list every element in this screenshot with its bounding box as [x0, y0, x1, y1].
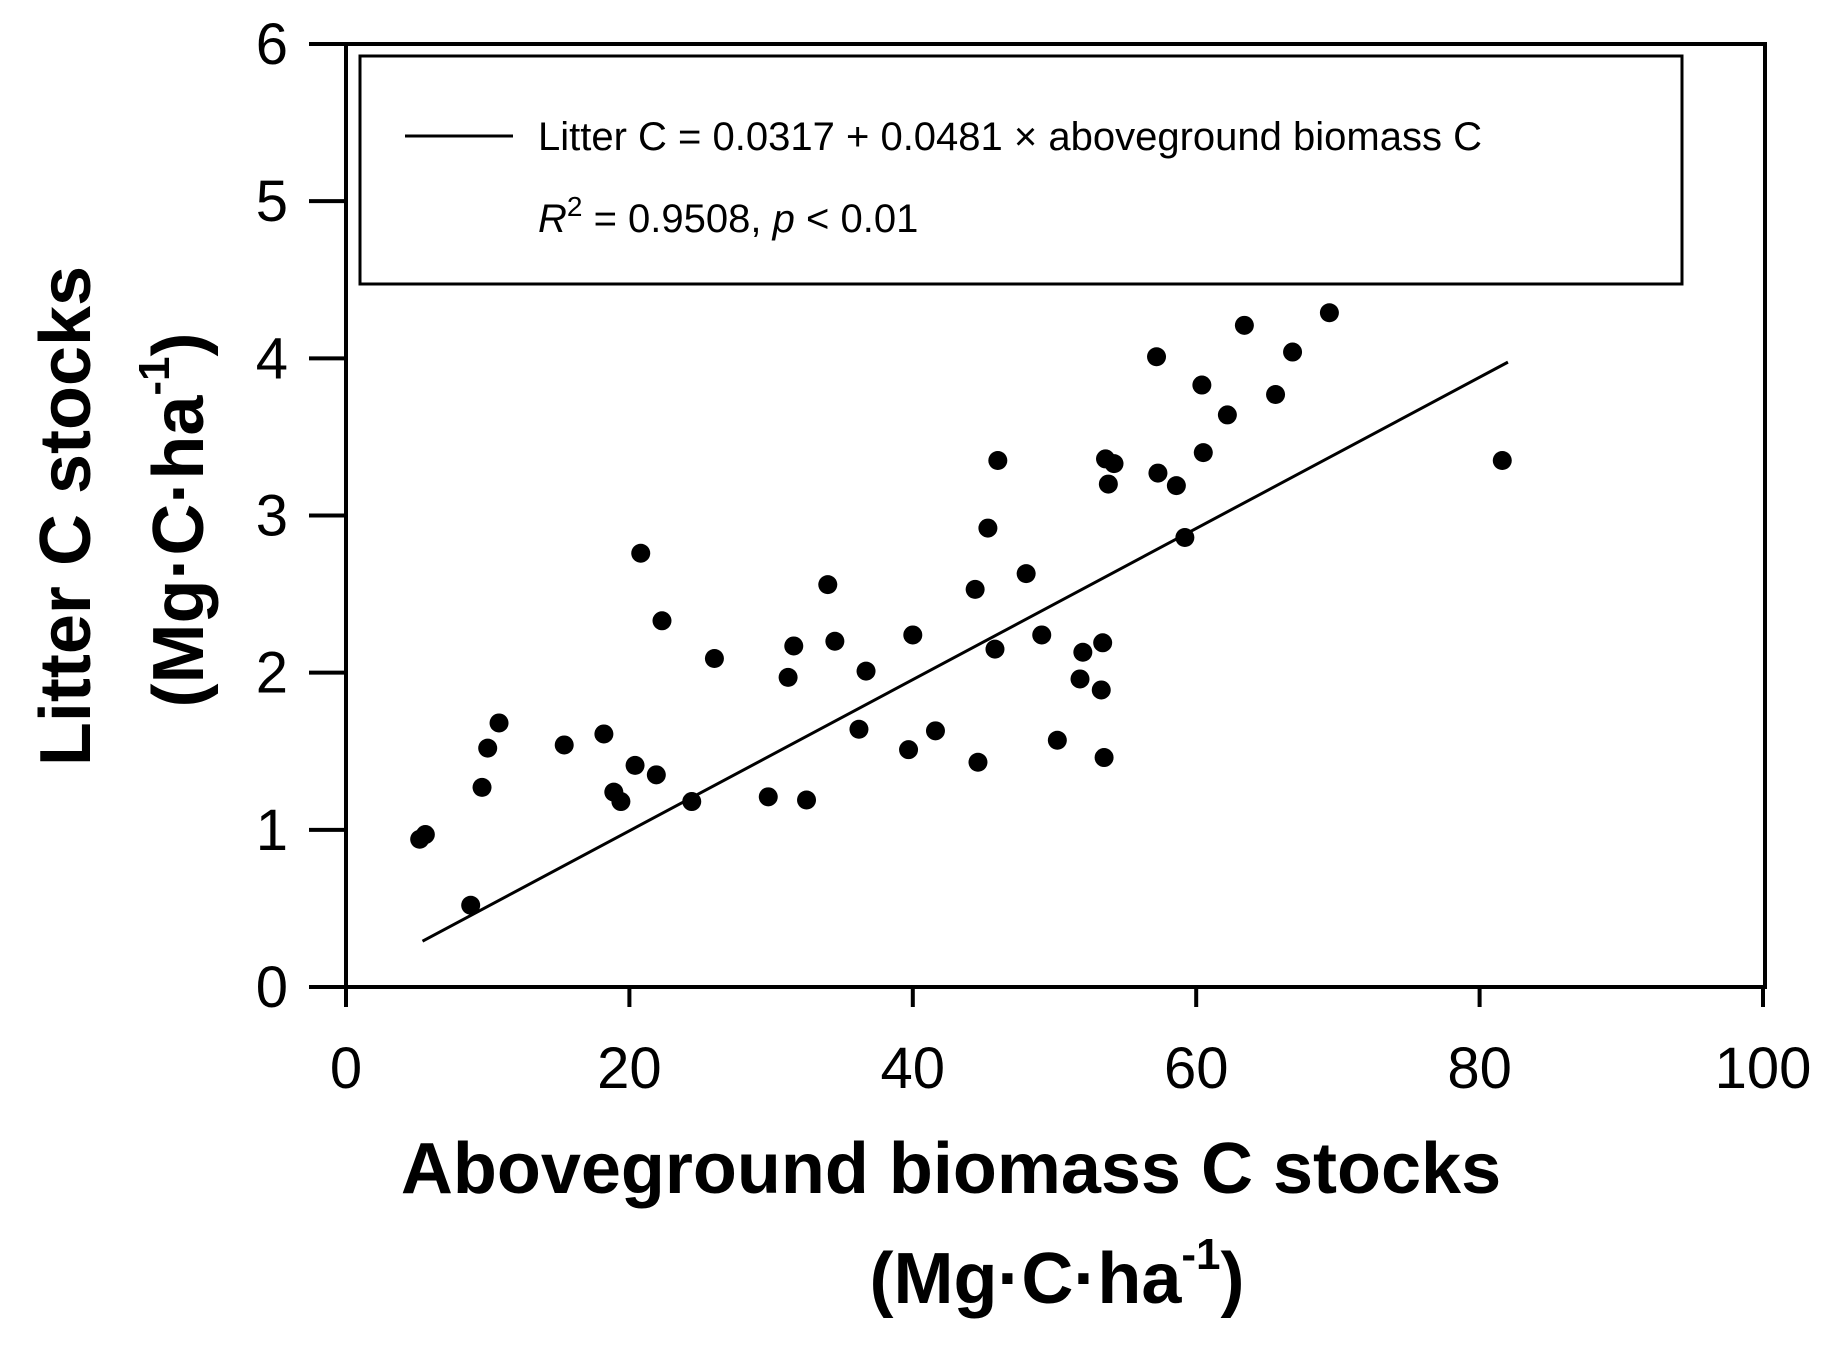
- y-tick-label: 6: [256, 12, 288, 77]
- data-point: [968, 752, 988, 772]
- data-point: [1192, 375, 1212, 395]
- data-point: [1147, 347, 1167, 367]
- data-point: [1319, 303, 1339, 323]
- legend: Litter C = 0.0317 + 0.0481 × aboveground…: [358, 54, 1684, 286]
- data-point: [554, 735, 574, 755]
- data-point: [1070, 669, 1090, 689]
- data-point: [797, 790, 817, 810]
- data-point: [704, 649, 724, 669]
- x-tick-label: 40: [881, 1036, 946, 1101]
- data-point: [478, 738, 498, 758]
- data-point: [1266, 384, 1286, 404]
- legend-equation: Litter C = 0.0317 + 0.0481 × aboveground…: [538, 115, 1482, 159]
- y-tick-label: 2: [256, 641, 288, 706]
- regression-line: [421, 360, 1509, 943]
- data-point: [778, 667, 798, 687]
- data-point: [472, 777, 492, 797]
- data-points: [410, 303, 1512, 915]
- x-unit-prefix: (Mg·C·ha: [869, 1239, 1182, 1319]
- x-axis-title: Aboveground biomass C stocks: [401, 1129, 1501, 1209]
- x-tick-label: 0: [330, 1036, 362, 1101]
- x-tick-label: 80: [1447, 1036, 1512, 1101]
- data-point: [631, 543, 651, 563]
- x-tick-label: 60: [1164, 1036, 1229, 1101]
- data-point: [856, 661, 876, 681]
- data-point: [415, 825, 435, 845]
- x-tick-label: 20: [597, 1036, 662, 1101]
- y-unit-sup: -1: [130, 356, 179, 395]
- legend-box: [358, 54, 1684, 286]
- r2-value: = 0.9508,: [582, 197, 772, 241]
- data-point: [1047, 730, 1067, 750]
- y-tick-label: 3: [256, 484, 288, 549]
- data-point: [985, 639, 1005, 659]
- data-point: [1492, 450, 1512, 470]
- y-tick-label: 4: [256, 326, 288, 391]
- y-axis-unit: (Mg·C·ha-1): [130, 332, 219, 707]
- y-unit-suffix: ): [139, 332, 219, 356]
- data-point: [925, 721, 945, 741]
- y-tick-label: 5: [256, 169, 288, 234]
- data-point: [1104, 454, 1124, 474]
- data-point: [1093, 633, 1113, 653]
- data-point: [784, 636, 804, 656]
- data-point: [594, 724, 614, 744]
- data-point: [1166, 476, 1186, 496]
- data-point: [1032, 625, 1052, 645]
- data-point: [646, 765, 666, 785]
- data-point: [1091, 680, 1111, 700]
- data-point: [1234, 315, 1254, 335]
- data-point: [461, 895, 481, 915]
- r2-superscript: 2: [567, 191, 583, 222]
- data-point: [1016, 564, 1036, 584]
- data-point: [489, 713, 509, 733]
- data-point: [818, 575, 838, 595]
- data-point: [1073, 642, 1093, 662]
- data-point: [965, 579, 985, 599]
- data-point: [682, 792, 702, 812]
- data-point: [825, 631, 845, 651]
- y-tick-label: 1: [256, 798, 288, 863]
- data-point: [903, 625, 923, 645]
- x-unit-suffix: ): [1221, 1239, 1245, 1319]
- data-point: [625, 755, 645, 775]
- y-unit-prefix: (Mg·C·ha: [139, 395, 219, 708]
- p-symbol: p: [772, 197, 795, 241]
- data-point: [988, 450, 1008, 470]
- x-axis-unit: (Mg·C·ha-1): [869, 1230, 1244, 1319]
- data-point: [652, 611, 672, 631]
- x-tick-label: 100: [1715, 1036, 1812, 1101]
- x-unit-sup: -1: [1181, 1230, 1220, 1279]
- data-point: [978, 518, 998, 538]
- data-point: [899, 740, 919, 760]
- y-tick-label: 0: [256, 955, 288, 1020]
- data-point: [1193, 443, 1213, 463]
- data-point: [1148, 463, 1168, 483]
- p-value: < 0.01: [795, 197, 918, 241]
- data-point: [849, 719, 869, 739]
- y-axis-unit-group: (Mg·C·ha-1): [130, 332, 219, 707]
- data-point: [1217, 405, 1237, 425]
- data-point: [1283, 342, 1303, 362]
- legend-stats: R2 = 0.9508, p < 0.01: [538, 191, 918, 241]
- regression-layer: [421, 360, 1509, 943]
- data-point: [758, 787, 778, 807]
- r2-symbol: R: [538, 197, 567, 241]
- data-point: [1175, 528, 1195, 548]
- y-axis-title-group: Litter C stocks: [26, 266, 106, 766]
- data-point: [611, 792, 631, 812]
- data-point: [1094, 748, 1114, 768]
- data-point: [1098, 474, 1118, 494]
- y-axis-title: Litter C stocks: [26, 266, 106, 766]
